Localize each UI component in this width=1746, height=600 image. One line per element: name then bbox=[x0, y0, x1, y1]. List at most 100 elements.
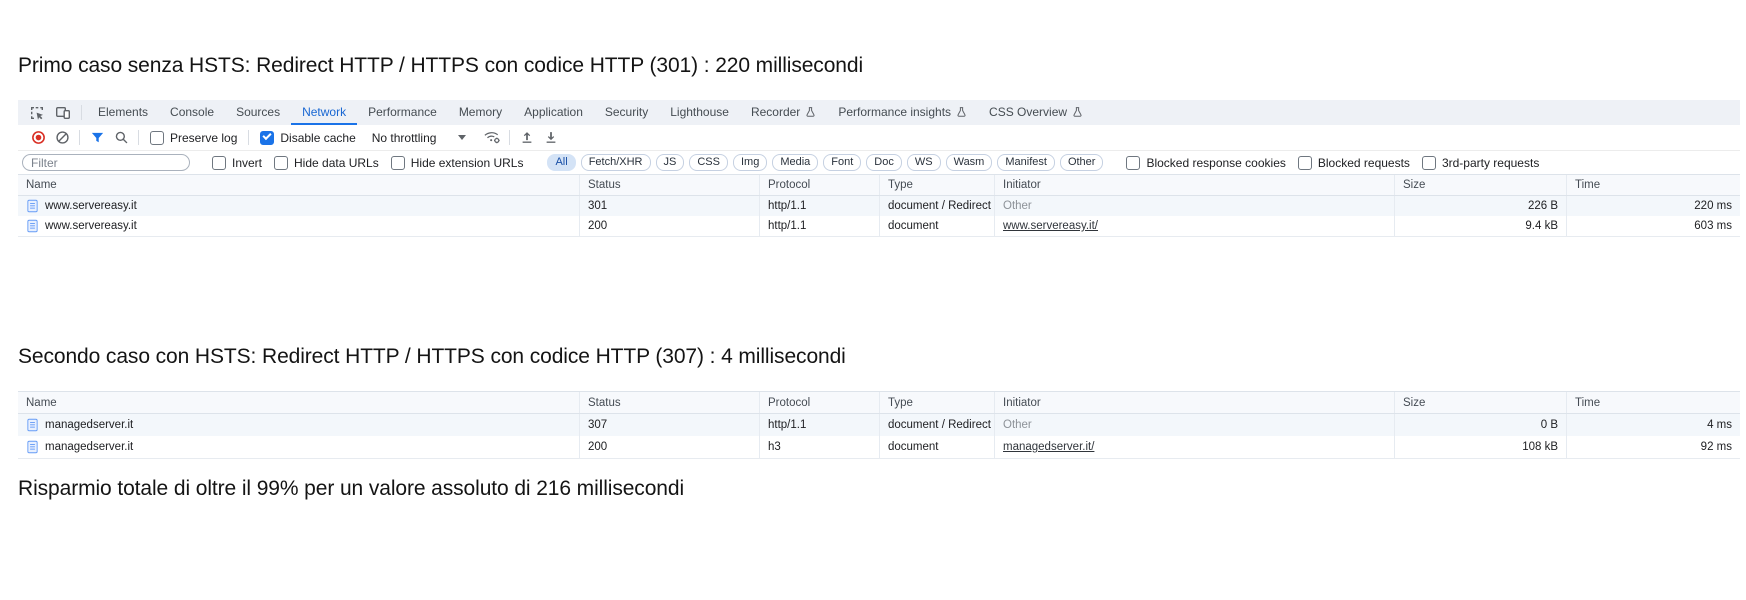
column-header-initiator[interactable]: Initiator bbox=[995, 175, 1395, 195]
column-header-name[interactable]: Name bbox=[18, 392, 580, 413]
tab-label: Elements bbox=[98, 104, 149, 119]
devtools-panel: Elements Console Sources Network Performance… bbox=[18, 100, 1740, 237]
tab-label: Security bbox=[604, 104, 649, 119]
tab-elements[interactable]: Elements bbox=[87, 100, 159, 125]
tab-console[interactable]: Console bbox=[159, 100, 225, 125]
tab-recorder[interactable]: Recorder bbox=[740, 100, 827, 125]
initiator-link[interactable]: managedserver.it/ bbox=[1003, 441, 1095, 453]
pill-doc[interactable]: Doc bbox=[866, 154, 902, 171]
tab-security[interactable]: Security bbox=[594, 100, 659, 125]
pill-all[interactable]: All bbox=[547, 154, 576, 171]
tab-css-overview[interactable]: CSS Overview bbox=[978, 100, 1094, 125]
pill-font[interactable]: Font bbox=[823, 154, 862, 171]
import-har-button[interactable] bbox=[515, 127, 539, 149]
request-name: www.servereasy.it bbox=[45, 220, 137, 232]
column-header-time[interactable]: Time bbox=[1575, 179, 1601, 191]
document-icon bbox=[26, 219, 39, 233]
record-button[interactable] bbox=[26, 127, 50, 149]
checkbox-icon bbox=[1297, 155, 1312, 170]
tab-network[interactable]: Network bbox=[291, 100, 358, 125]
checkbox-label: Hide data URLs bbox=[294, 155, 379, 170]
tab-label: Performance insights bbox=[838, 104, 952, 119]
column-header-time[interactable]: Time bbox=[1575, 396, 1601, 409]
initiator-link[interactable]: www.servereasy.it/ bbox=[1003, 220, 1099, 232]
clear-button[interactable] bbox=[50, 127, 74, 149]
cell-name: managedserver.it bbox=[18, 414, 580, 436]
column-header-size[interactable]: Size bbox=[1395, 392, 1567, 413]
pill-wasm[interactable]: Wasm bbox=[945, 154, 993, 171]
chevron-down-icon bbox=[458, 135, 467, 140]
tab-performance[interactable]: Performance bbox=[357, 100, 448, 125]
table-row[interactable]: managedserver.it 307 http/1.1 document / Re… bbox=[18, 414, 1740, 436]
filter-toggle-button[interactable] bbox=[85, 127, 109, 149]
cell-protocol: h3 bbox=[760, 436, 880, 458]
throttling-select[interactable]: No throttling bbox=[372, 131, 467, 145]
table-row[interactable]: www.servereasy.it 200 http/1.1 document www.… bbox=[18, 216, 1740, 237]
column-header-type[interactable]: Type bbox=[880, 392, 995, 413]
checkbox-preserve-log[interactable]: Preserve log bbox=[150, 130, 237, 145]
checkbox-invert[interactable]: Invert bbox=[212, 155, 263, 170]
column-header-type[interactable]: Type bbox=[880, 175, 995, 195]
document-icon bbox=[26, 199, 39, 213]
search-icon bbox=[114, 130, 129, 145]
column-header-status[interactable]: Status bbox=[580, 175, 760, 195]
tab-label: Recorder bbox=[750, 104, 801, 119]
checkbox-label: Blocked response cookies bbox=[1146, 155, 1286, 170]
table-row[interactable]: www.servereasy.it 301 http/1.1 document / R… bbox=[18, 196, 1740, 216]
pill-other[interactable]: Other bbox=[1059, 154, 1104, 171]
column-header-status[interactable]: Status bbox=[580, 392, 760, 413]
separator bbox=[79, 130, 80, 145]
pill-css[interactable]: CSS bbox=[689, 154, 728, 171]
pill-ws[interactable]: WS bbox=[906, 154, 941, 171]
checkbox-blocked-requests[interactable]: Blocked requests bbox=[1297, 155, 1410, 170]
cell-protocol: http/1.1 bbox=[760, 414, 880, 436]
separator bbox=[138, 130, 139, 145]
column-header-protocol[interactable]: Protocol bbox=[760, 392, 880, 413]
pill-manifest[interactable]: Manifest bbox=[997, 154, 1055, 171]
table-row[interactable]: managedserver.it 200 h3 document managedserv… bbox=[18, 436, 1740, 459]
initiator-text: Other bbox=[1003, 419, 1032, 431]
checkbox-label: Blocked requests bbox=[1317, 155, 1410, 170]
filter-funnel-icon bbox=[90, 130, 105, 145]
device-toolbar-button[interactable] bbox=[50, 100, 76, 125]
search-button[interactable] bbox=[109, 127, 133, 149]
column-header-initiator[interactable]: Initiator bbox=[995, 392, 1395, 413]
tab-application[interactable]: Application bbox=[513, 100, 594, 125]
upload-icon bbox=[520, 130, 534, 145]
checkbox-hide-data-urls[interactable]: Hide data URLs bbox=[274, 155, 379, 170]
pill-media[interactable]: Media bbox=[772, 154, 819, 171]
network-conditions-icon bbox=[483, 130, 501, 145]
checkbox-icon bbox=[1126, 155, 1141, 170]
checkbox-disable-cache[interactable]: Disable cache bbox=[260, 130, 356, 145]
tab-sources[interactable]: Sources bbox=[225, 100, 291, 125]
checkbox-blocked-response-cookies[interactable]: Blocked response cookies bbox=[1126, 155, 1286, 170]
column-header-protocol[interactable]: Protocol bbox=[760, 175, 880, 195]
column-header-size[interactable]: Size bbox=[1395, 175, 1567, 195]
filter-input[interactable] bbox=[22, 154, 190, 171]
pill-js[interactable]: JS bbox=[655, 154, 685, 171]
tab-lighthouse[interactable]: Lighthouse bbox=[659, 100, 740, 125]
inspect-element-button[interactable] bbox=[24, 100, 50, 125]
network-conditions-button[interactable] bbox=[480, 127, 504, 149]
pill-img[interactable]: Img bbox=[732, 154, 768, 171]
separator bbox=[509, 130, 511, 145]
cell-time: 220 ms bbox=[1694, 200, 1732, 212]
cell-size: 108 kB bbox=[1395, 436, 1567, 458]
column-header-name[interactable]: Name bbox=[18, 175, 580, 195]
cell-status: 200 bbox=[580, 216, 760, 236]
cell-initiator: Other bbox=[995, 196, 1395, 216]
tab-performance-insights[interactable]: Performance insights bbox=[827, 100, 978, 125]
export-har-button[interactable] bbox=[539, 127, 563, 149]
checkbox-3rd-party-requests[interactable]: 3rd-party requests bbox=[1421, 155, 1539, 170]
separator bbox=[248, 130, 250, 145]
cell-type: document bbox=[880, 216, 995, 236]
network-toolbar: Preserve log Disable cache No throttling bbox=[18, 125, 1740, 151]
checkbox-label: Invert bbox=[232, 155, 263, 170]
title-summary: Risparmio totale di oltre il 99% per un … bbox=[18, 477, 685, 500]
checkbox-hide-extension-urls[interactable]: Hide extension URLs bbox=[390, 155, 523, 170]
tab-memory[interactable]: Memory bbox=[448, 100, 513, 125]
requests-table-1: Name Status Protocol Type Initiator Size Time w… bbox=[18, 174, 1740, 237]
tab-label: Console bbox=[170, 104, 215, 119]
pill-fetch-xhr[interactable]: Fetch/XHR bbox=[580, 154, 651, 171]
cell-protocol: http/1.1 bbox=[760, 196, 880, 216]
